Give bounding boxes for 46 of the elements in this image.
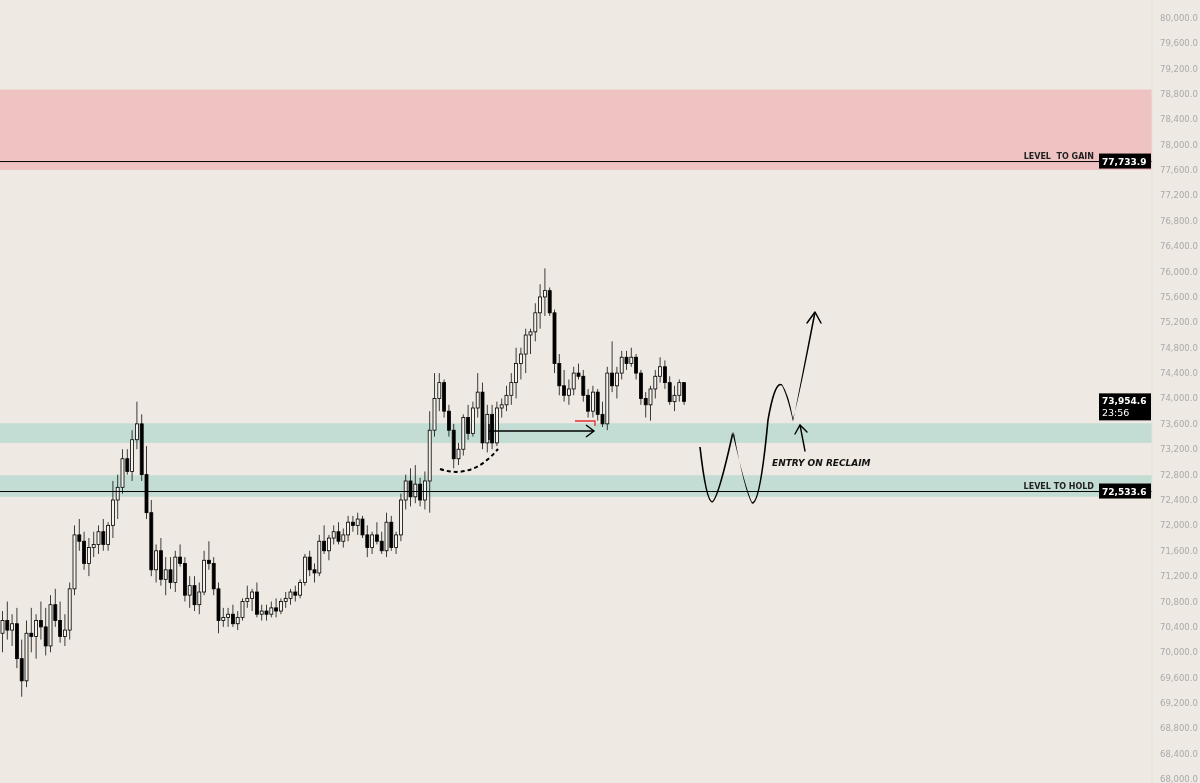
y-tick-label: 76,000.0: [1160, 266, 1198, 277]
y-tick-label: 73,600.0: [1160, 418, 1198, 429]
annotation: 77,733.9: [1102, 156, 1147, 167]
y-tick-label: 69,200.0: [1160, 698, 1198, 709]
y-tick-label: 77,200.0: [1160, 190, 1198, 201]
candlestick: [96, 524, 101, 555]
candlestick: [672, 385, 677, 412]
ref-line-label: LEVEL TO GAIN: [1023, 151, 1094, 161]
y-tick-label: 74,000.0: [1160, 393, 1198, 404]
annotation: 73,954.6: [1102, 396, 1147, 407]
y-tick-label: 80,000.0: [1160, 12, 1198, 23]
y-tick-label: 68,800.0: [1160, 723, 1198, 734]
y-tick-label: 74,400.0: [1160, 368, 1198, 379]
y-tick-label: 68,000.0: [1160, 774, 1198, 783]
y-tick-label: 76,800.0: [1160, 215, 1198, 226]
annotation: ENTRY ON RECLAIM: [772, 458, 871, 468]
ref-line-label: LEVEL TO HOLD: [1023, 481, 1095, 491]
y-tick-label: 70,800.0: [1160, 596, 1198, 607]
annotation: 72,533.6: [1102, 486, 1147, 497]
y-tick-label: 70,400.0: [1160, 621, 1198, 632]
y-tick-label: 71,600.0: [1160, 545, 1198, 556]
y-tick-label: 79,200.0: [1160, 63, 1198, 74]
y-tick-label: 78,800.0: [1160, 88, 1198, 99]
candlestick: [624, 350, 629, 371]
y-tick-label: 72,400.0: [1160, 495, 1198, 506]
y-tick-label: 78,400.0: [1160, 114, 1198, 125]
annotation: 23:56: [1102, 407, 1130, 419]
y-tick-label: 75,200.0: [1160, 317, 1198, 328]
candlestick: [240, 597, 245, 622]
y-tick-label: 77,600.0: [1160, 165, 1198, 176]
candlestick: [168, 556, 173, 590]
y-tick-label: 72,800.0: [1160, 469, 1198, 480]
y-tick-label: 73,200.0: [1160, 444, 1198, 455]
y-tick-label: 72,000.0: [1160, 520, 1198, 531]
y-tick-label: 68,400.0: [1160, 748, 1198, 759]
candlestick: [336, 521, 341, 545]
y-tick-label: 70,000.0: [1160, 647, 1198, 658]
candlestick: [504, 385, 509, 412]
y-tick-label: 78,000.0: [1160, 139, 1198, 150]
candlestick: [192, 575, 197, 612]
y-tick-label: 74,800.0: [1160, 342, 1198, 353]
y-tick-label: 76,400.0: [1160, 241, 1198, 252]
y-tick-label: 69,600.0: [1160, 672, 1198, 683]
y-tick-label: 75,600.0: [1160, 291, 1198, 302]
y-tick-label: 79,600.0: [1160, 38, 1198, 49]
y-tick-label: 71,200.0: [1160, 571, 1198, 582]
